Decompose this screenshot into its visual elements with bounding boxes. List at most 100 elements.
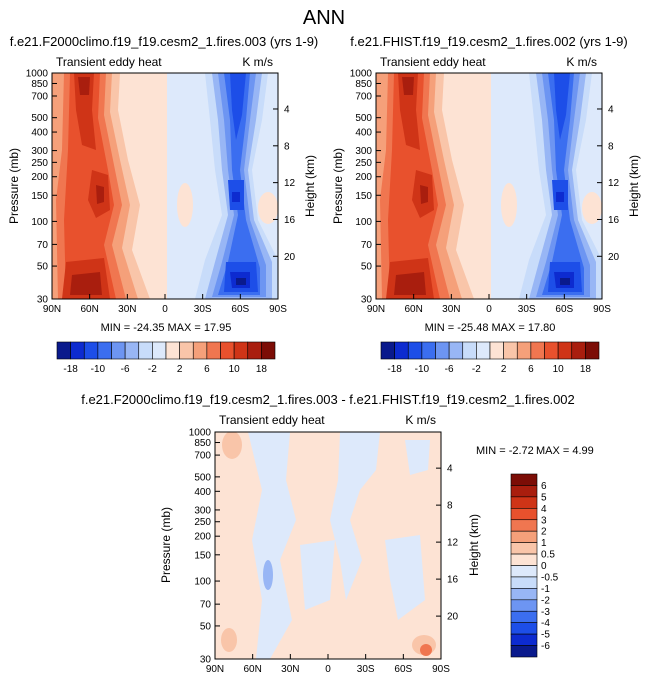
panel-right-y-tick-label: 250	[355, 158, 372, 169]
panel-left-y-tick-label: 70	[37, 240, 49, 251]
panel-difference-y-tick-label: 100	[194, 577, 211, 588]
panel-difference-y-tick-label: 50	[200, 621, 212, 632]
panel-right-colorbar-box	[503, 341, 518, 360]
panel-difference-colorbar-label: 5	[541, 492, 547, 503]
panel-right-y2-tick-label: 8	[608, 141, 614, 152]
panel-right-y-tick-label: 100	[355, 217, 372, 228]
panel-left-colorbar-box	[179, 341, 194, 360]
panel-left-y-tick-label: 50	[37, 262, 49, 273]
panel-right-subtitle: Transient eddy heat	[380, 55, 486, 69]
panel-left-colorbar-box	[124, 341, 140, 360]
panel-left-subtitle: Transient eddy heat	[56, 55, 162, 69]
panel-left-y-tick-label: 850	[31, 79, 48, 90]
panel-left-y2-axis-label: Height (km)	[303, 155, 317, 217]
panel-difference-y-tick-label: 850	[194, 438, 211, 449]
panel-difference-y-tick-label: 300	[194, 505, 211, 516]
panel-right-title: f.e21.FHIST.f19_f19.cesm2_1.fires.002 (y…	[350, 34, 627, 49]
panel-difference-colorbar-box	[510, 553, 538, 566]
panel-left-x-tick-label: 60S	[231, 304, 249, 315]
panel-difference-colorbar-label: 0.5	[541, 550, 555, 561]
panel-left-units: K m/s	[242, 55, 273, 69]
panel-left-colorbar: -18 -10 -6 -2 2 6 10 18	[56, 341, 276, 375]
panel-right-colorbar-label: -6	[445, 364, 454, 375]
panel-difference-colorbar-box	[510, 473, 538, 486]
panel-right-colorbar-box	[462, 341, 477, 360]
panel-difference-colorbar-label: 1	[541, 538, 547, 549]
panel-left-y-tick-label: 1000	[26, 69, 49, 80]
panel-left-y-tick-label: 100	[31, 217, 48, 228]
panel-difference-colorbar-box	[510, 496, 538, 509]
panel-right-colorbar-box	[557, 341, 573, 360]
panel-difference-colorbar-box	[510, 599, 538, 612]
panel-right-field	[376, 73, 602, 299]
panel-right-y2-tick-label: 12	[608, 178, 620, 189]
panel-difference-y-tick-label: 500	[194, 472, 211, 483]
panel-right-colorbar-box	[421, 341, 436, 360]
panel-left-y2-tick-label: 12	[284, 178, 296, 189]
panel-left-colorbar-box	[247, 341, 262, 360]
panel-left-colorbar-box	[70, 341, 85, 360]
panel-right-y-tick-label: 50	[361, 262, 373, 273]
panel-right-y-tick-label: 850	[355, 79, 372, 90]
panel-right-colorbar-box	[571, 341, 586, 360]
panel-right-colorbar-box	[476, 341, 491, 360]
panel-left-colorbar-box	[138, 341, 153, 360]
panel-difference-y2-tick-label: 16	[447, 575, 459, 586]
panel-left-colorbar-label: 2	[177, 364, 183, 375]
panel-left-field	[52, 73, 278, 299]
panel-difference-y-axis-label: Pressure (mb)	[159, 507, 173, 583]
panel-right-colorbar-box	[448, 341, 464, 360]
panel-left-y-axis-label: Pressure (mb)	[7, 148, 21, 224]
panel-left-colorbar-label: -6	[121, 364, 130, 375]
panel-difference-units: K m/s	[405, 413, 436, 427]
panel-difference-y-tick-label: 70	[200, 600, 212, 611]
panel-left-y2-tick-label: 8	[284, 141, 290, 152]
panel-left-colorbar-box	[192, 341, 208, 360]
panel-left-y2-tick-label: 4	[284, 104, 290, 115]
panel-difference-y-tick-label: 250	[194, 517, 211, 528]
panel-difference-y-tick-label: 30	[200, 655, 212, 666]
panel-difference-colorbar-label: -1	[541, 584, 550, 595]
panel-right-y-tick-label: 150	[355, 191, 372, 202]
panel-right-y-axis-label: Pressure (mb)	[331, 148, 345, 224]
panel-right-x-tick-label: 60N	[404, 304, 422, 315]
panel-difference-colorbar-label: -4	[541, 618, 550, 629]
panel-difference-colorbar-box	[510, 485, 538, 498]
panel-difference-y2-axis-label: Height (km)	[467, 514, 481, 576]
panel-difference-colorbar-box	[510, 576, 538, 589]
panel-right-colorbar-label: 10	[553, 364, 565, 375]
panel-right-y-tick-label: 500	[355, 113, 372, 124]
panel-difference-y2-tick-label: 8	[447, 501, 453, 512]
panel-left-x-tick-label: 0	[162, 304, 168, 315]
panel-difference-colorbar-label: 4	[541, 504, 547, 515]
panel-left-y-tick-label: 700	[31, 91, 48, 102]
panel-right-y2-axis-label: Height (km)	[627, 155, 641, 217]
panel-right-y-tick-label: 30	[361, 295, 373, 306]
panel-left-colorbar-box	[97, 341, 112, 360]
panel-right-colorbar-label: -2	[472, 364, 481, 375]
panel-left-y-tick-label: 30	[37, 295, 49, 306]
panel-difference-colorbar-box	[510, 645, 538, 658]
panel-right-colorbar-box	[407, 341, 423, 360]
panel-left-colorbar-label: 6	[204, 364, 210, 375]
panel-right-y-tick-label: 70	[361, 240, 373, 251]
panel-right-colorbar-label: -10	[415, 364, 430, 375]
panel-right-y-tick-label: 400	[355, 128, 372, 139]
panel-right-colorbar-box	[530, 341, 545, 360]
panel-left-colorbar-label: -10	[91, 364, 106, 375]
panel-difference-stats-max: MAX = 4.99	[536, 445, 594, 457]
panel-difference-stats-min: MIN = -2.72	[476, 445, 534, 457]
panel-difference-colorbar-label: -2	[541, 595, 550, 606]
panel-right-colorbar-box	[380, 341, 395, 360]
panel-left-colorbar-box	[152, 341, 167, 360]
panel-left-y-tick-label: 300	[31, 146, 48, 157]
panel-difference: f.e21.F2000climo.f19_f19.cesm2_1.fires.0…	[81, 392, 594, 675]
panel-difference-colorbar-label: 3	[541, 515, 547, 526]
panel-difference-colorbar-label: -0.5	[541, 572, 559, 583]
panel-difference-colorbar-box	[510, 565, 538, 578]
panel-difference-colorbar-box	[510, 508, 538, 521]
panel-right-y-tick-label: 700	[355, 91, 372, 102]
